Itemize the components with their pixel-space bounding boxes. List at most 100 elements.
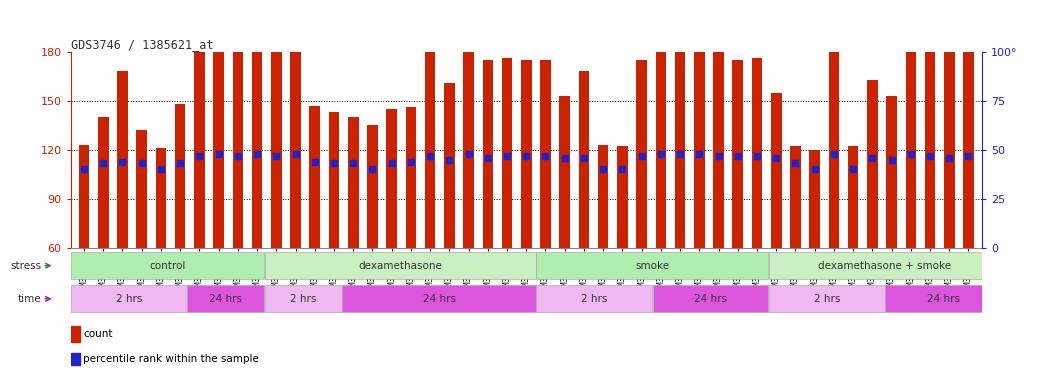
Point bbox=[768, 154, 785, 161]
Text: time: time bbox=[18, 294, 42, 304]
Point bbox=[787, 161, 803, 167]
Bar bbox=[136, 130, 147, 248]
Bar bbox=[848, 147, 858, 248]
Bar bbox=[618, 147, 628, 248]
Point bbox=[229, 152, 246, 159]
Point bbox=[172, 161, 189, 167]
Point bbox=[249, 151, 266, 157]
Bar bbox=[501, 58, 513, 248]
Point bbox=[460, 151, 476, 157]
Text: 2 hrs: 2 hrs bbox=[814, 293, 840, 304]
Bar bbox=[271, 52, 281, 248]
Bar bbox=[769, 252, 1001, 280]
Bar bbox=[425, 49, 435, 248]
Bar bbox=[885, 285, 1001, 312]
Text: GDS3746 / 1385621_at: GDS3746 / 1385621_at bbox=[71, 38, 213, 51]
Bar bbox=[886, 96, 897, 248]
Text: percentile rank within the sample: percentile rank within the sample bbox=[83, 354, 258, 364]
Bar bbox=[713, 50, 723, 248]
Bar bbox=[194, 44, 204, 248]
Text: dexamethasone: dexamethasone bbox=[358, 261, 442, 271]
Bar bbox=[598, 145, 608, 248]
Bar bbox=[265, 285, 342, 312]
Point bbox=[268, 152, 284, 159]
Point bbox=[710, 152, 727, 159]
Point bbox=[902, 151, 919, 157]
Bar bbox=[905, 3, 917, 248]
Bar bbox=[291, 49, 301, 248]
Point bbox=[134, 161, 151, 167]
Point bbox=[288, 151, 304, 157]
Bar bbox=[752, 58, 762, 248]
Bar bbox=[174, 104, 186, 248]
Bar bbox=[559, 96, 570, 248]
Point bbox=[114, 159, 131, 165]
Bar bbox=[233, 42, 243, 248]
Point bbox=[76, 166, 92, 172]
Text: dexamethasone + smoke: dexamethasone + smoke bbox=[818, 261, 952, 271]
Text: 2 hrs: 2 hrs bbox=[115, 293, 142, 304]
Text: count: count bbox=[83, 329, 112, 339]
Bar bbox=[329, 112, 339, 248]
Bar bbox=[636, 60, 647, 248]
Point bbox=[672, 151, 688, 157]
Bar bbox=[944, 52, 955, 248]
Point bbox=[691, 151, 708, 157]
Bar bbox=[406, 108, 416, 248]
Bar bbox=[656, 36, 666, 248]
Bar bbox=[675, 19, 685, 248]
Point bbox=[383, 161, 400, 167]
Point bbox=[941, 154, 958, 161]
Bar bbox=[252, 5, 263, 248]
Bar bbox=[925, 49, 935, 248]
Bar bbox=[444, 83, 455, 248]
Bar bbox=[71, 353, 80, 365]
Bar bbox=[265, 252, 536, 280]
Text: smoke: smoke bbox=[635, 261, 670, 271]
Bar bbox=[578, 71, 590, 248]
Point bbox=[576, 154, 593, 161]
Point bbox=[845, 166, 862, 172]
Point bbox=[960, 152, 977, 159]
Text: 2 hrs: 2 hrs bbox=[290, 293, 317, 304]
Bar bbox=[653, 285, 768, 312]
Point bbox=[883, 157, 900, 163]
Point bbox=[825, 151, 842, 157]
Point bbox=[595, 166, 611, 172]
Point bbox=[922, 152, 938, 159]
Bar bbox=[694, 0, 705, 248]
Point bbox=[538, 152, 554, 159]
Point bbox=[211, 151, 227, 157]
Text: 24 hrs: 24 hrs bbox=[210, 293, 242, 304]
Bar bbox=[343, 285, 536, 312]
Point bbox=[480, 154, 496, 161]
Bar bbox=[521, 60, 531, 248]
Bar bbox=[214, 6, 224, 248]
Point bbox=[864, 154, 880, 161]
Text: 24 hrs: 24 hrs bbox=[927, 293, 960, 304]
Bar bbox=[187, 285, 264, 312]
Point bbox=[94, 161, 111, 167]
Point bbox=[153, 166, 169, 172]
Point bbox=[498, 152, 515, 159]
Point bbox=[441, 157, 458, 163]
Bar bbox=[348, 117, 358, 248]
Point bbox=[556, 154, 573, 161]
Bar bbox=[810, 150, 820, 248]
Point bbox=[614, 166, 631, 172]
Bar bbox=[463, 14, 474, 248]
Point bbox=[653, 151, 670, 157]
Bar bbox=[117, 71, 128, 248]
Bar bbox=[963, 45, 974, 248]
Text: 24 hrs: 24 hrs bbox=[694, 293, 727, 304]
Bar bbox=[867, 79, 878, 248]
Bar bbox=[769, 285, 884, 312]
Bar bbox=[540, 60, 551, 248]
Bar bbox=[367, 125, 378, 248]
Bar bbox=[537, 285, 652, 312]
Point bbox=[306, 159, 323, 165]
Point bbox=[326, 161, 343, 167]
Bar bbox=[483, 60, 493, 248]
Bar bbox=[828, 52, 839, 248]
Point bbox=[191, 152, 208, 159]
